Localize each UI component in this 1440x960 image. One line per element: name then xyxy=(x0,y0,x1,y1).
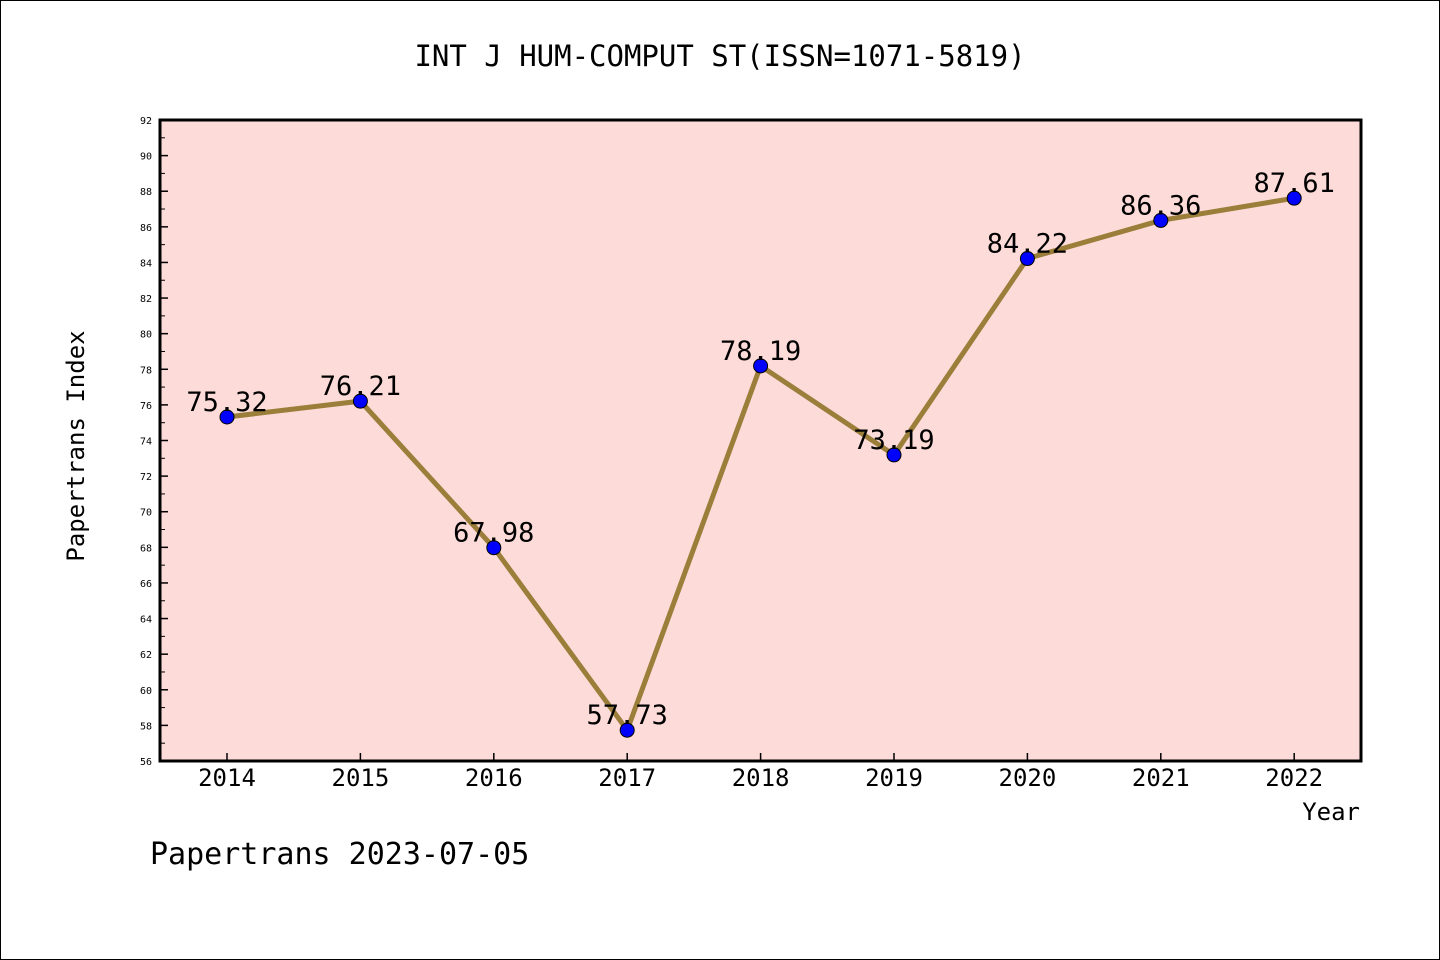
data-point xyxy=(352,393,368,409)
data-label: 78.19 xyxy=(720,336,801,367)
plot-border xyxy=(158,118,1363,763)
y-tick-label: 76 xyxy=(140,401,152,412)
x-tick-label: 2018 xyxy=(732,764,790,792)
data-label: 84.22 xyxy=(987,229,1068,260)
data-point xyxy=(619,722,635,738)
y-tick-label: 82 xyxy=(140,294,152,305)
x-axis: 2014 2015 2016 2017 2018 2019 2020 2021 2022 xyxy=(198,753,1323,792)
chart-title: INT J HUM-COMPUT ST(ISSN=1071-5819) xyxy=(414,39,1025,73)
data-point xyxy=(1153,212,1169,228)
data-label: 73.19 xyxy=(853,425,934,456)
data-point xyxy=(486,540,502,556)
y-tick-label: 60 xyxy=(140,686,152,697)
y-tick-label: 70 xyxy=(140,508,152,519)
data-point xyxy=(1286,190,1302,206)
data-label: 57.73 xyxy=(587,700,668,731)
footer-note: Papertrans 2023-07-05 xyxy=(150,837,529,872)
data-point xyxy=(753,358,769,374)
data-points xyxy=(219,190,1302,738)
y-tick-label: 68 xyxy=(140,543,152,554)
y-tick-label: 92 xyxy=(140,116,152,127)
x-axis-label: Year xyxy=(1302,798,1360,826)
y-tick-label: 80 xyxy=(140,330,152,341)
y-tick-label: 66 xyxy=(140,579,152,590)
data-label: 86.36 xyxy=(1120,190,1201,221)
x-tick-label: 2017 xyxy=(598,764,656,792)
data-point xyxy=(219,409,235,425)
y-tick-label: 74 xyxy=(140,437,152,448)
y-tick-label: 64 xyxy=(140,615,152,626)
data-label: 67.98 xyxy=(453,518,534,549)
x-tick-label: 2019 xyxy=(865,764,923,792)
y-tick-label: 78 xyxy=(140,365,152,376)
x-tick-label: 2016 xyxy=(465,764,523,792)
y-tick-label: 86 xyxy=(140,223,152,234)
data-point xyxy=(1019,251,1035,267)
x-tick-label: 2021 xyxy=(1132,764,1190,792)
x-tick-label: 2022 xyxy=(1265,764,1323,792)
y-tick-label: 58 xyxy=(140,721,152,732)
y-tick-label: 88 xyxy=(140,187,152,198)
y-tick-label: 62 xyxy=(140,650,152,661)
y-tick-label: 56 xyxy=(140,757,152,768)
x-tick-label: 2015 xyxy=(332,764,390,792)
y-axis-label: Papertrans Index xyxy=(62,330,90,561)
data-labels: 75.32 76.21 67.98 57.73 78.19 73.19 84.22 86.36… xyxy=(186,168,1334,731)
y-tick-label: 90 xyxy=(140,152,152,163)
y-tick-label: 72 xyxy=(140,472,152,483)
data-label: 76.21 xyxy=(320,371,401,402)
data-label: 87.61 xyxy=(1254,168,1335,199)
y-tick-label: 84 xyxy=(140,258,152,269)
x-tick-label: 2014 xyxy=(198,764,256,792)
x-tick-label: 2020 xyxy=(999,764,1057,792)
data-point xyxy=(886,447,902,463)
data-label: 75.32 xyxy=(186,387,267,418)
